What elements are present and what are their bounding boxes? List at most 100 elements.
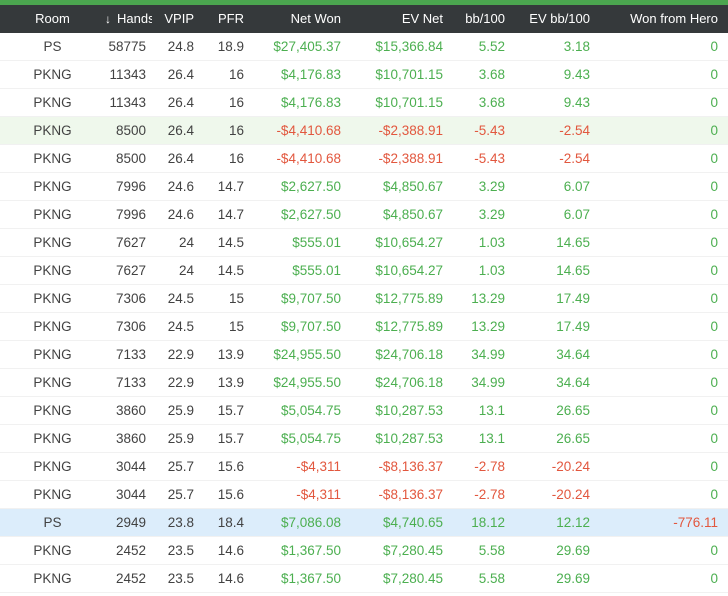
sort-desc-icon[interactable]: ↓ <box>105 12 111 26</box>
table-row[interactable]: PKNG 8500 26.4 16 -$4,410.68 -$2,388.91 -5.43 -… <box>0 117 728 145</box>
table-row[interactable]: PKNG 2452 23.5 14.6 $1,367.50 $7,280.45 5.58 29… <box>0 537 728 565</box>
table-row[interactable]: PKNG 7133 22.9 13.9 $24,955.50 $24,706.18 34.9… <box>0 341 728 369</box>
column-header-label: PFR <box>218 11 244 26</box>
column-header-pfr[interactable]: PFR <box>200 5 250 33</box>
table-row[interactable]: PKNG 3044 25.7 15.6 -$4,311 -$8,136.37 -2.78 -2… <box>0 453 728 481</box>
cell-bb-100: 3.68 <box>478 95 505 110</box>
cell-won-from-hero: 0 <box>710 263 718 278</box>
cell-hands: 2949 <box>115 515 146 530</box>
cell-bb-100: 34.99 <box>471 347 505 362</box>
cell-room: PKNG <box>33 151 72 166</box>
cell-net-won: $4,176.83 <box>280 67 341 82</box>
cell-ev-bb-100: 26.65 <box>556 403 590 418</box>
table-row[interactable]: PKNG 3860 25.9 15.7 $5,054.75 $10,287.53 13.1 2… <box>0 397 728 425</box>
cell-ev-bb-100: 14.65 <box>556 235 590 250</box>
cell-room: PKNG <box>33 207 72 222</box>
table-row[interactable]: PKNG 7627 24 14.5 $555.01 $10,654.27 1.03 14.65… <box>0 257 728 285</box>
cell-hands: 8500 <box>115 151 146 166</box>
cell-pfr: 16 <box>228 67 244 82</box>
cell-bb-100: 5.58 <box>478 543 505 558</box>
cell-room: PKNG <box>33 459 72 474</box>
cell-room: PKNG <box>33 67 72 82</box>
cell-vpip: 24.5 <box>167 319 194 334</box>
cell-won-from-hero: 0 <box>710 207 718 222</box>
cell-pfr: 14.6 <box>217 571 244 586</box>
cell-pfr: 18.9 <box>217 39 244 54</box>
cell-pfr: 14.5 <box>217 235 244 250</box>
cell-ev-net: $10,654.27 <box>375 235 443 250</box>
cell-net-won: -$4,311 <box>296 487 341 502</box>
cell-room: PKNG <box>33 95 72 110</box>
cell-room: PKNG <box>33 263 72 278</box>
cell-vpip: 24.8 <box>167 39 194 54</box>
cell-pfr: 15.7 <box>217 431 244 446</box>
column-header-bb-100[interactable]: bb/100 <box>449 5 511 33</box>
cell-room: PKNG <box>33 375 72 390</box>
cell-ev-net: $10,287.53 <box>375 403 443 418</box>
column-header-won-from-hero[interactable]: Won from Hero <box>596 5 728 33</box>
cell-room: PKNG <box>33 403 72 418</box>
table-row[interactable]: PKNG 3860 25.9 15.7 $5,054.75 $10,287.53 13.1 2… <box>0 425 728 453</box>
cell-ev-bb-100: -2.54 <box>559 123 590 138</box>
cell-pfr: 15 <box>228 291 244 306</box>
column-header-vpip[interactable]: VPIP <box>152 5 200 33</box>
cell-bb-100: 13.1 <box>478 431 505 446</box>
table-row[interactable]: PKNG 7996 24.6 14.7 $2,627.50 $4,850.67 3.29 6.… <box>0 201 728 229</box>
column-header-label: Won from Hero <box>630 11 718 26</box>
table-row[interactable]: PKNG 2452 23.5 14.6 $1,367.50 $7,280.45 5.58 29… <box>0 565 728 593</box>
cell-hands: 7133 <box>115 375 146 390</box>
cell-ev-bb-100: -20.24 <box>551 487 590 502</box>
cell-vpip: 23.5 <box>167 543 194 558</box>
cell-vpip: 22.9 <box>167 375 194 390</box>
column-header-label: Net Won <box>290 11 341 26</box>
column-header-hands[interactable]: ↓ Hands <box>105 5 152 33</box>
cell-ev-bb-100: 29.69 <box>556 571 590 586</box>
table-row[interactable]: PKNG 7996 24.6 14.7 $2,627.50 $4,850.67 3.29 6.… <box>0 173 728 201</box>
table-row[interactable]: PKNG 11343 26.4 16 $4,176.83 $10,701.15 3.68 9.… <box>0 89 728 117</box>
table-row[interactable]: PS 58775 24.8 18.9 $27,405.37 $15,366.84 5.52 3… <box>0 33 728 61</box>
cell-ev-bb-100: 9.43 <box>563 67 590 82</box>
table-row[interactable]: PKNG 11343 26.4 16 $4,176.83 $10,701.15 3.68 9.… <box>0 61 728 89</box>
cell-won-from-hero: 0 <box>710 347 718 362</box>
cell-room: PS <box>43 515 62 530</box>
cell-hands: 2452 <box>115 543 146 558</box>
cell-ev-bb-100: 12.12 <box>556 515 590 530</box>
cell-won-from-hero: 0 <box>710 39 718 54</box>
cell-net-won: $9,707.50 <box>280 291 341 306</box>
column-header-label: Hands <box>117 11 152 26</box>
cell-net-won: $27,405.37 <box>273 39 341 54</box>
column-header-ev-net[interactable]: EV Net <box>347 5 449 33</box>
cell-net-won: $1,367.50 <box>280 571 341 586</box>
cell-net-won: $5,054.75 <box>280 431 341 446</box>
column-header-net-won[interactable]: Net Won <box>250 5 347 33</box>
table-row[interactable]: PKNG 7627 24 14.5 $555.01 $10,654.27 1.03 14.65… <box>0 229 728 257</box>
stats-table: PS 58775 24.8 18.9 $27,405.37 $15,366.84 5.52 3… <box>0 33 728 593</box>
cell-vpip: 25.7 <box>167 487 194 502</box>
cell-vpip: 24.6 <box>167 207 194 222</box>
cell-ev-net: $12,775.89 <box>375 319 443 334</box>
cell-hands: 2452 <box>115 571 146 586</box>
table-row[interactable]: PKNG 7133 22.9 13.9 $24,955.50 $24,706.18 34.9… <box>0 369 728 397</box>
cell-pfr: 15 <box>228 319 244 334</box>
cell-net-won: $7,086.08 <box>280 515 341 530</box>
cell-ev-bb-100: -20.24 <box>551 459 590 474</box>
cell-hands: 3044 <box>115 459 146 474</box>
cell-pfr: 13.9 <box>217 347 244 362</box>
table-row[interactable]: PKNG 7306 24.5 15 $9,707.50 $12,775.89 13.29 17… <box>0 313 728 341</box>
cell-ev-net: -$8,136.37 <box>378 487 443 502</box>
cell-hands: 7306 <box>115 291 146 306</box>
table-row[interactable]: PKNG 3044 25.7 15.6 -$4,311 -$8,136.37 -2.78 -2… <box>0 481 728 509</box>
cell-ev-bb-100: 17.49 <box>556 291 590 306</box>
table-row[interactable]: PS 2949 23.8 18.4 $7,086.08 $4,740.65 18.12 12.… <box>0 509 728 537</box>
table-row[interactable]: PKNG 7306 24.5 15 $9,707.50 $12,775.89 13.29 17… <box>0 285 728 313</box>
cell-ev-net: $10,287.53 <box>375 431 443 446</box>
cell-ev-bb-100: -2.54 <box>559 151 590 166</box>
cell-won-from-hero: 0 <box>710 571 718 586</box>
cell-room: PKNG <box>33 487 72 502</box>
column-header-room[interactable]: Room <box>0 5 105 33</box>
column-header-ev-bb-100[interactable]: EV bb/100 <box>511 5 596 33</box>
table-row[interactable]: PKNG 8500 26.4 16 -$4,410.68 -$2,388.91 -5.43 -… <box>0 145 728 173</box>
cell-hands: 7627 <box>115 235 146 250</box>
cell-bb-100: 1.03 <box>478 235 505 250</box>
cell-vpip: 26.4 <box>167 67 194 82</box>
